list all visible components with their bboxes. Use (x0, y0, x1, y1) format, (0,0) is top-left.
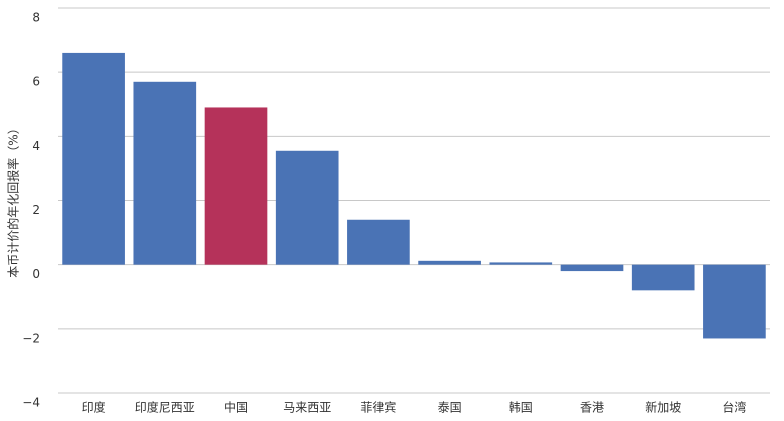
bar (204, 107, 268, 265)
x-tick-label: 香港 (580, 401, 604, 415)
y-axis-label: 本币计价的年化回报率（%） (6, 122, 21, 277)
bar (418, 260, 481, 265)
y-tick-label: 4 (32, 139, 40, 153)
bar (133, 81, 197, 265)
bar (347, 219, 410, 265)
y-tick-label: 8 (32, 11, 40, 25)
x-tick-label: 菲律宾 (360, 400, 396, 415)
y-tick-label: 2 (32, 203, 40, 217)
x-tick-label: 印度尼西亚 (135, 400, 195, 415)
x-tick-label: 韩国 (509, 400, 533, 415)
x-tick-label: 新加坡 (645, 400, 681, 415)
y-tick-label: −2 (22, 331, 40, 345)
bar (703, 264, 766, 339)
y-tick-label: −4 (22, 396, 40, 410)
x-tick-label: 马来西亚 (283, 401, 331, 415)
bar (62, 52, 125, 265)
bar (560, 264, 624, 272)
bar (631, 264, 695, 291)
y-tick-label: 0 (32, 267, 40, 281)
y-tick-label: 6 (32, 75, 40, 89)
bar (275, 150, 339, 265)
x-tick-label: 印度 (82, 400, 106, 415)
x-tick-label: 泰国 (438, 401, 462, 415)
x-tick-label: 台湾 (722, 400, 746, 415)
x-tick-label: 中国 (224, 400, 248, 415)
bar (489, 262, 553, 265)
